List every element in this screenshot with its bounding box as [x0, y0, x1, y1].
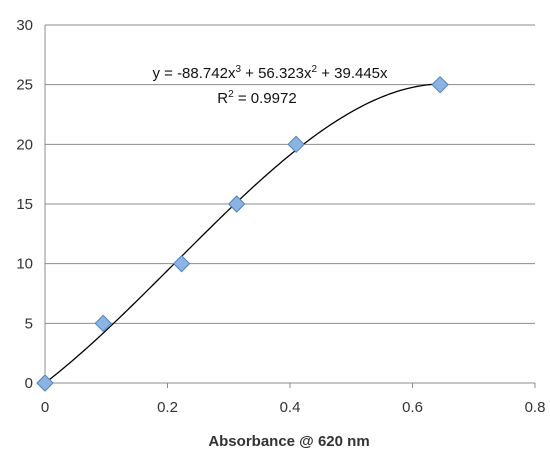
x-tick-label: 0.2 — [157, 399, 178, 416]
x-tick-label: 0 — [41, 399, 49, 416]
y-tick-labels: 0 5 10 15 20 25 30 — [16, 17, 33, 392]
gridlines — [45, 24, 535, 324]
y-tick-label: 5 — [25, 315, 33, 332]
y-tick-label: 30 — [16, 17, 33, 34]
data-point — [172, 254, 191, 273]
x-tick-label: 0.6 — [402, 399, 423, 416]
x-tick-label: 0.4 — [280, 399, 301, 416]
data-points — [36, 75, 449, 392]
trendline-equation: y = -88.742x3 + 56.323x2 + 39.445x — [152, 64, 388, 82]
data-point — [94, 314, 112, 333]
y-tick-label: 20 — [16, 136, 33, 153]
y-tick-label: 0 — [25, 375, 33, 392]
trendline-curve — [44, 83, 441, 384]
data-point — [287, 135, 305, 154]
y-tick-label: 25 — [16, 77, 33, 94]
y-tick-label: 10 — [16, 256, 33, 273]
y-tick-label: 15 — [16, 196, 33, 213]
data-point — [36, 374, 54, 392]
data-point — [431, 75, 449, 94]
x-tick-labels: 0 0.2 0.4 0.6 0.8 — [41, 399, 546, 416]
x-axis-label: Absorbance @ 620 nm — [208, 433, 369, 450]
r-squared-label: R2 = 0.9972 — [217, 89, 296, 107]
x-tick-label: 0.8 — [525, 399, 546, 416]
data-point — [228, 195, 246, 213]
axes — [44, 25, 536, 388]
